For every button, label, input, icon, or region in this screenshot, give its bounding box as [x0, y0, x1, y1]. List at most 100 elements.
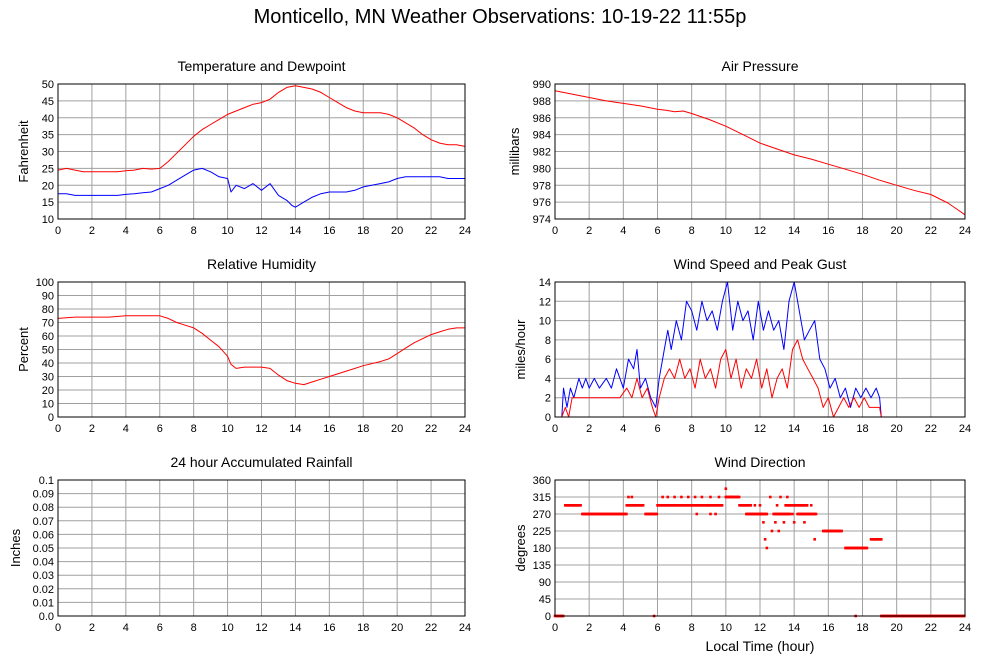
temp-ytick-label: 30 [42, 147, 54, 159]
direction-point [809, 504, 813, 507]
direction-point [686, 495, 690, 499]
pressure-ytick-label: 986 [533, 113, 551, 125]
humidity-xtick-label: 12 [255, 423, 267, 435]
wind-series-0-line [555, 281, 965, 418]
temp-xtick-label: 4 [123, 225, 129, 237]
temp-series-0-line [57, 85, 466, 173]
direction-xtick-label: 10 [720, 622, 732, 634]
temp-ytick-label: 15 [42, 197, 54, 209]
direction-ytick-label: 270 [533, 509, 551, 521]
pressure-xtick-label: 10 [720, 225, 732, 237]
rain-ytick-label: 0.1 [39, 475, 54, 487]
direction-point [763, 538, 767, 541]
wind-plot-frame [554, 281, 966, 418]
wind-ytick-label: 12 [539, 296, 551, 308]
humidity-ytick-label: 30 [42, 372, 54, 384]
direction-xtick-label: 18 [856, 622, 868, 634]
humidity-ytick-label: 0 [48, 412, 54, 424]
rain-ytick-label: 0.06 [33, 529, 54, 541]
wind-xtick-label: 20 [891, 423, 903, 435]
temp-ytick-label: 45 [42, 96, 54, 108]
temp-plot-frame [57, 83, 466, 220]
rain-ytick-label: 0.05 [33, 543, 54, 555]
pressure-xtick-label: 6 [654, 225, 660, 237]
direction-ytick-label: 90 [539, 577, 551, 589]
direction-xtick-label: 14 [788, 622, 800, 634]
wind-xtick-label: 12 [754, 423, 766, 435]
pressure-ytick-label: 990 [533, 79, 551, 91]
direction-point [693, 495, 697, 499]
temp-xtick-label: 8 [191, 225, 197, 237]
rain-ytick-label: 0.07 [33, 516, 54, 528]
direction-point [627, 495, 630, 499]
direction-point [695, 512, 699, 516]
humidity-xtick-label: 16 [323, 423, 335, 435]
rain-ytick-label: 0.04 [33, 557, 54, 569]
humidity-ytick-label: 100 [36, 277, 54, 289]
direction-point [786, 495, 789, 499]
direction-point [770, 529, 774, 533]
humidity-ytick-label: 60 [42, 331, 54, 343]
wind-ytick-label: 0 [545, 412, 551, 424]
direction-point [680, 495, 683, 499]
temp-ytick-label: 25 [42, 163, 54, 175]
direction-point [777, 529, 781, 533]
direction-point [879, 538, 883, 541]
temp-xtick-label: 10 [221, 225, 233, 237]
direction-point [805, 504, 809, 507]
rain-xtick-label: 20 [391, 622, 403, 634]
humidity-xtick-label: 20 [391, 423, 403, 435]
rain-xtick-label: 6 [157, 622, 163, 634]
temp-xtick-label: 22 [425, 225, 437, 237]
rain-xtick-label: 22 [425, 622, 437, 634]
rain-plot-frame [57, 479, 466, 617]
rain-title: 24 hour Accumulated Rainfall [170, 454, 352, 470]
pressure-xtick-label: 20 [891, 225, 903, 237]
rain-ytick-label: 0.0 [39, 611, 54, 623]
pressure-xtick-label: 24 [959, 225, 971, 237]
humidity-xtick-label: 18 [357, 423, 369, 435]
direction-point [762, 521, 765, 524]
wind-xtick-label: 14 [788, 423, 800, 435]
direction-point [779, 495, 782, 499]
rain-ytick-label: 0.09 [33, 489, 54, 501]
direction-point [724, 487, 728, 490]
temp-xtick-label: 18 [357, 225, 369, 237]
temp-ytick-label: 35 [42, 130, 54, 142]
temp-ytick-label: 10 [42, 214, 54, 226]
wind-xtick-label: 16 [822, 423, 834, 435]
direction-ytick-label: 180 [533, 543, 551, 555]
direction-point [700, 495, 704, 499]
wind-xtick-label: 24 [959, 423, 971, 435]
rain-xtick-label: 10 [221, 622, 233, 634]
wind-ylabel: miles/hour [513, 319, 528, 380]
rain-xtick-label: 12 [255, 622, 267, 634]
direction-point [765, 512, 769, 516]
pressure-xtick-label: 2 [586, 225, 592, 237]
rain-xtick-label: 4 [123, 622, 129, 634]
direction-xtick-label: 0 [552, 622, 558, 634]
direction-xlabel: Local Time (hour) [706, 638, 815, 654]
rain-ytick-label: 0.01 [33, 597, 54, 609]
humidity-xtick-label: 14 [289, 423, 301, 435]
temp-title: Temperature and Dewpoint [177, 58, 345, 74]
wind-ytick-label: 4 [545, 373, 551, 385]
wind-ytick-label: 6 [545, 354, 551, 366]
temp-ytick-label: 40 [42, 113, 54, 125]
wind-xtick-label: 10 [720, 423, 732, 435]
rain-ytick-label: 0.03 [33, 570, 54, 582]
temp-xtick-label: 0 [55, 225, 61, 237]
pressure-plot-frame [554, 83, 966, 220]
direction-point [709, 495, 712, 499]
direction-point [840, 529, 843, 533]
direction-ytick-label: 45 [539, 594, 551, 606]
direction-xtick-label: 24 [959, 622, 971, 634]
direction-xtick-label: 20 [891, 622, 903, 634]
pressure-ytick-label: 982 [533, 147, 551, 159]
